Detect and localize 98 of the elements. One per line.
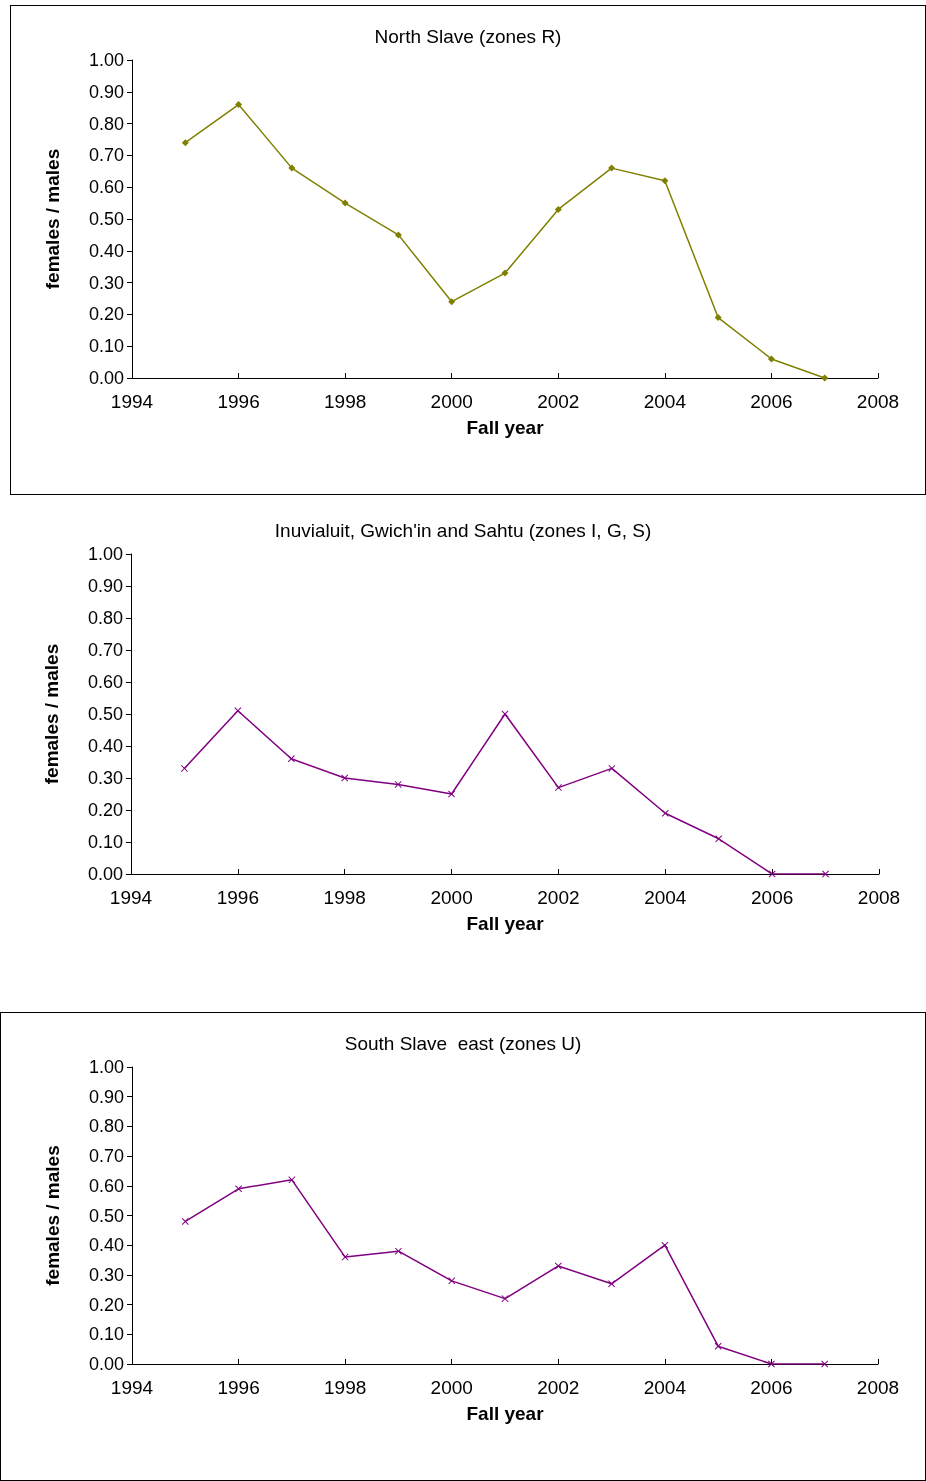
y-tick-label: 0.80 [88,113,124,134]
y-tick-label: 0.90 [87,576,123,596]
y-axis-title: females / males [42,148,63,290]
point [394,780,402,788]
point [501,1295,509,1303]
y-tick-label: 0.10 [87,832,123,852]
point [235,1185,243,1193]
point [821,374,829,382]
point [234,707,242,715]
point [288,164,296,172]
x-tick-label: 2006 [750,1377,793,1398]
point [341,774,349,782]
point [661,1241,669,1249]
y-tick-label: 0.90 [88,81,124,102]
x-tick-label: 2004 [643,1377,687,1398]
y-tick-label: 0.30 [87,768,123,788]
x-tick-label: 2008 [856,391,900,412]
point [821,1360,829,1368]
point [287,755,295,763]
x-tick-label: 2006 [751,887,794,908]
y-tick-label: 1.00 [87,544,123,564]
point [715,835,723,843]
x-axis-title: Fall year [466,1403,545,1424]
x-tick-label: 1994 [110,391,154,412]
chart-title: Inuvialuit, Gwich'in and Sahtu (zones I, G, S) [274,520,652,541]
y-tick-label: 0.90 [88,1086,124,1107]
x-tick-label: 2000 [430,1377,473,1398]
point [394,231,402,239]
y-axis-title: females / males [41,643,62,785]
y-tick-label: 0.50 [88,1205,124,1226]
y-tick-label: 0.30 [88,1264,124,1285]
y-tick-label: 0.50 [87,704,123,724]
y-tick-label: 0.20 [88,1294,124,1315]
x-tick-label: 1994 [109,887,153,908]
y-tick-label: 0.00 [88,368,124,388]
point [288,1176,296,1184]
x-tick-label: 2008 [857,887,901,908]
point [181,139,189,147]
point [608,164,616,172]
x-tick-label: 1996 [217,1377,260,1398]
y-tick-label: 1.00 [88,1057,124,1077]
x-tick-label: 2004 [644,887,687,908]
y-tick-label: 1.00 [88,50,124,70]
point [394,1247,402,1255]
y-tick-label: 0.70 [88,145,124,166]
chart-title: North Slave (zones R) [374,26,562,47]
x-tick-label: 2004 [643,391,687,412]
point [448,1277,456,1285]
x-tick-label: 2006 [750,391,793,412]
point [554,205,562,213]
x-tick-label: 2000 [430,887,473,908]
y-tick-label: 0.40 [87,736,123,756]
y-tick-label: 0.50 [88,209,124,229]
y-tick-label: 0.40 [88,240,124,261]
point [341,199,349,207]
x-tick-label: 2002 [537,1377,580,1398]
y-tick-label: 0.60 [88,1175,124,1196]
y-tick-label: 0.10 [88,336,124,357]
y-tick-label: 0.80 [88,1116,124,1137]
point [448,298,456,306]
point [661,809,669,817]
x-tick-label: 2002 [537,391,580,412]
point [501,269,509,277]
point [235,101,243,109]
y-tick-label: 0.70 [88,1146,124,1167]
y-tick-label: 0.20 [87,800,123,820]
y-tick-label: 0.60 [88,177,124,198]
y-tick-label: 0.30 [88,272,124,293]
point [554,1262,562,1270]
y-tick-label: 0.60 [87,672,123,692]
x-tick-label: 1998 [323,887,366,908]
y-tick-label: 0.20 [88,304,124,325]
x-tick-label: 1998 [324,1377,367,1398]
x-tick-label: 1994 [110,1377,154,1398]
y-tick-label: 0.00 [88,1354,124,1374]
x-tick-label: 1998 [324,391,367,412]
x-tick-label: 2008 [856,1377,900,1398]
y-tick-label: 0.10 [88,1324,124,1345]
point [608,764,616,772]
x-tick-label: 1996 [217,391,260,412]
point [767,355,775,363]
x-axis-title: Fall year [466,417,545,438]
point [661,177,669,185]
y-tick-label: 0.80 [87,608,123,628]
point [608,1280,616,1288]
chart-title: South Slave east (zones U) [344,1033,582,1054]
x-tick-label: 2000 [430,391,473,412]
point [448,790,456,798]
x-tick-label: 2002 [537,887,580,908]
x-axis-title: Fall year [466,913,545,934]
y-tick-label: 0.40 [88,1235,124,1256]
y-axis-title: females / males [42,1145,63,1286]
point [822,870,830,878]
point [714,314,722,322]
point [767,1360,775,1368]
y-tick-label: 0.70 [87,640,123,660]
y-tick-label: 0.00 [87,864,123,884]
x-tick-label: 1996 [216,887,259,908]
